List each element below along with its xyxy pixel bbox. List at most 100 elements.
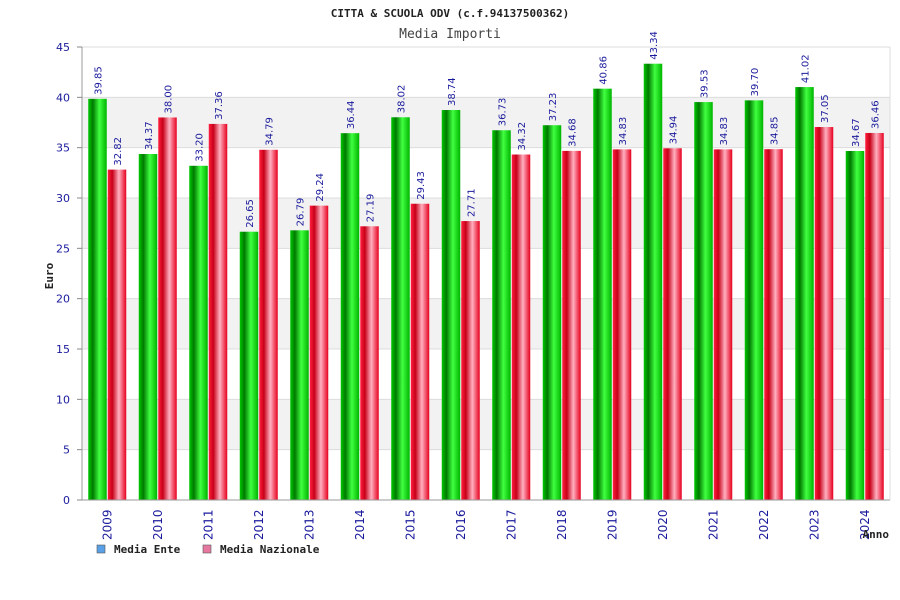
data-label: 36.44 bbox=[346, 101, 357, 130]
data-label: 34.85 bbox=[770, 117, 781, 146]
x-tick-label: 2010 bbox=[151, 509, 165, 540]
x-tick-label: 2011 bbox=[201, 509, 215, 540]
data-label: 36.46 bbox=[871, 100, 882, 129]
data-label: 26.79 bbox=[296, 198, 307, 227]
x-tick-label: 2009 bbox=[100, 509, 114, 540]
legend-swatch bbox=[202, 544, 212, 554]
data-label: 34.37 bbox=[144, 121, 155, 150]
data-label: 29.43 bbox=[416, 171, 427, 200]
bar-media-nazionale bbox=[764, 149, 783, 500]
bar-media-nazionale bbox=[107, 169, 127, 500]
bar-media-nazionale bbox=[562, 150, 581, 500]
bar-media-ente bbox=[795, 87, 814, 500]
data-label: 38.00 bbox=[164, 85, 175, 114]
bar-media-ente bbox=[845, 150, 865, 501]
x-axis-ticks: 2009 2010 2011 2012 2013 2014 2015 2016 2017 2018… bbox=[100, 509, 872, 540]
x-axis-label: Anno bbox=[863, 528, 890, 541]
data-label: 34.67 bbox=[851, 118, 862, 147]
y-tick-label: 25 bbox=[56, 242, 70, 255]
bar-media-nazionale bbox=[814, 127, 834, 500]
data-label: 34.32 bbox=[517, 122, 528, 151]
bar-media-nazionale bbox=[865, 132, 884, 500]
data-label: 43.34 bbox=[649, 31, 660, 60]
data-label: 34.68 bbox=[568, 118, 579, 147]
x-tick-label: 2016 bbox=[454, 509, 468, 540]
data-label: 37.05 bbox=[820, 94, 831, 123]
bar-media-ente bbox=[340, 133, 360, 501]
bar-media-nazionale bbox=[461, 221, 480, 500]
data-label: 37.36 bbox=[214, 91, 225, 120]
data-label: 32.82 bbox=[113, 137, 124, 166]
x-tick-label: 2024 bbox=[858, 509, 872, 540]
bar-media-nazionale bbox=[208, 123, 228, 500]
axes bbox=[81, 47, 891, 501]
x-tick-label: 2019 bbox=[605, 509, 619, 540]
bar-media-ente bbox=[542, 125, 562, 500]
y-tick-label: 45 bbox=[56, 41, 70, 54]
bar-media-ente bbox=[492, 130, 511, 500]
data-label: 34.83 bbox=[618, 117, 629, 146]
x-tick-label: 2023 bbox=[807, 509, 821, 540]
data-label: 40.86 bbox=[599, 56, 610, 85]
y-axis-label: Euro bbox=[43, 262, 56, 289]
y-tick-label: 10 bbox=[56, 393, 70, 406]
data-label: 41.02 bbox=[801, 54, 812, 83]
x-tick-label: 2017 bbox=[504, 509, 518, 540]
chart-subtitle: Media Importi bbox=[399, 27, 501, 42]
y-tick-label: 35 bbox=[56, 142, 70, 155]
y-tick-label: 0 bbox=[63, 494, 70, 507]
bar-media-ente bbox=[138, 154, 158, 500]
y-tick-label: 30 bbox=[56, 192, 70, 205]
bar-media-nazionale bbox=[612, 149, 632, 501]
data-label: 37.23 bbox=[548, 93, 559, 122]
y-tick-label: 5 bbox=[63, 444, 70, 457]
bar-media-ente bbox=[744, 100, 764, 500]
x-tick-label: 2020 bbox=[656, 509, 670, 540]
bar-media-ente bbox=[189, 165, 208, 500]
data-label: 26.65 bbox=[245, 199, 256, 228]
bar-media-ente bbox=[290, 230, 309, 500]
legend-label: Media Nazionale bbox=[220, 543, 320, 556]
data-label: 39.53 bbox=[700, 69, 711, 98]
y-tick-label: 15 bbox=[56, 343, 70, 356]
bar-media-ente bbox=[88, 98, 107, 501]
legend: Media Ente Media Nazionale bbox=[96, 543, 320, 556]
bar-media-ente bbox=[239, 231, 259, 500]
data-label: 27.71 bbox=[467, 188, 478, 217]
y-tick-label: 40 bbox=[56, 91, 70, 104]
bar-media-ente bbox=[593, 88, 612, 501]
data-label: 34.94 bbox=[669, 116, 680, 145]
x-tick-label: 2021 bbox=[706, 509, 720, 540]
x-tick-label: 2013 bbox=[302, 509, 316, 540]
bar-media-nazionale bbox=[410, 203, 430, 500]
data-labels: 39.85 32.82 34.37 38.00 33.20 37.36 26.65 34.79… bbox=[94, 31, 882, 228]
x-tick-label: 2018 bbox=[555, 509, 569, 540]
x-tick-label: 2022 bbox=[757, 509, 771, 540]
bar-media-nazionale bbox=[713, 149, 733, 501]
data-label: 38.02 bbox=[397, 85, 408, 114]
bar-media-ente bbox=[694, 102, 713, 500]
y-tick-label: 20 bbox=[56, 293, 70, 306]
x-tick-label: 2015 bbox=[403, 509, 417, 540]
y-axis-ticks: 0 5 10 15 20 25 30 35 40 45 bbox=[56, 41, 82, 507]
bar-media-nazionale bbox=[511, 154, 531, 500]
bar-media-nazionale bbox=[259, 149, 278, 500]
data-label: 27.19 bbox=[366, 194, 377, 223]
legend-label: Media Ente bbox=[114, 543, 181, 556]
bar-media-ente bbox=[441, 110, 461, 500]
data-label: 38.74 bbox=[447, 77, 458, 106]
bar-media-nazionale bbox=[360, 226, 379, 500]
bar-media-nazionale bbox=[158, 117, 177, 500]
bar-media-ente bbox=[643, 63, 663, 501]
data-label: 39.85 bbox=[94, 66, 105, 95]
data-label: 36.73 bbox=[498, 98, 509, 127]
bar-media-ente bbox=[391, 117, 410, 501]
chart-title: CITTA & SCUOLA ODV (c.f.94137500362) bbox=[331, 7, 569, 20]
x-tick-label: 2014 bbox=[353, 509, 367, 540]
data-label: 34.79 bbox=[265, 117, 276, 146]
data-label: 34.83 bbox=[719, 117, 730, 146]
bar-media-nazionale bbox=[309, 205, 329, 500]
legend-swatch bbox=[96, 544, 106, 554]
x-tick-label: 2012 bbox=[252, 509, 266, 540]
